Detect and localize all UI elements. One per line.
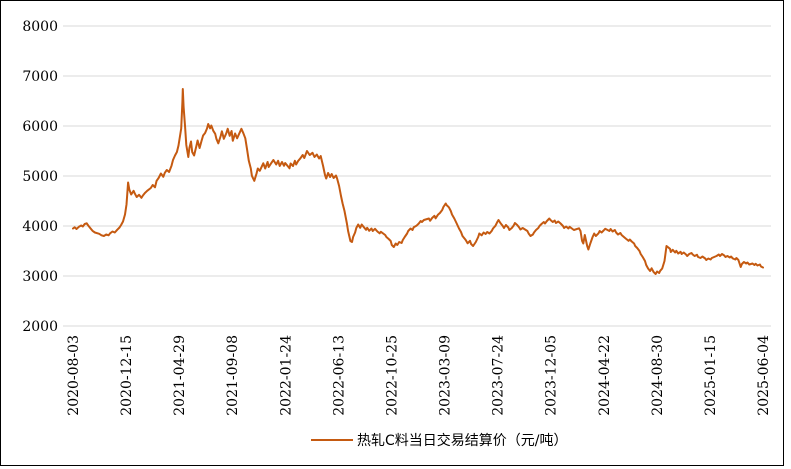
x-tick-label: 2020-12-15 [119, 335, 135, 416]
x-tick-label: 2022-06-13 [331, 335, 347, 416]
y-tick-label: 2000 [22, 319, 58, 335]
y-tick-label: 5000 [22, 169, 58, 185]
x-tick-label: 2025-01-15 [703, 335, 719, 416]
x-tick-label: 2023-03-09 [438, 335, 454, 416]
x-tick-label: 2021-09-08 [225, 335, 241, 416]
x-tick-label: 2022-10-25 [384, 335, 400, 416]
x-tick-label: 2025-06-04 [756, 335, 772, 416]
x-tick-label: 2021-04-29 [172, 335, 188, 416]
y-axis-labels: 8000 7000 6000 5000 4000 3000 2000 [22, 19, 58, 335]
legend-label: 热轧C料当日交易结算价（元/吨） [357, 432, 568, 449]
y-tick-label: 8000 [22, 19, 58, 35]
price-line-series [72, 88, 764, 275]
y-tick-label: 6000 [22, 119, 58, 135]
x-tick-label: 2022-01-24 [278, 335, 294, 416]
x-tick-label: 2023-07-24 [491, 335, 507, 416]
x-tick-label: 2024-04-22 [597, 335, 613, 416]
y-tick-label: 3000 [22, 269, 58, 285]
y-tick-label: 7000 [22, 69, 58, 85]
x-tick-label: 2023-12-05 [544, 335, 560, 416]
legend: 热轧C料当日交易结算价（元/吨） [311, 432, 568, 449]
x-tick-label: 2024-08-30 [650, 335, 666, 416]
gridlines [63, 25, 771, 327]
y-tick-label: 4000 [22, 219, 58, 235]
x-axis-labels: 2020-08-03 2020-12-15 2021-04-29 2021-09-08… [66, 335, 772, 416]
x-tick-label: 2020-08-03 [66, 335, 82, 416]
